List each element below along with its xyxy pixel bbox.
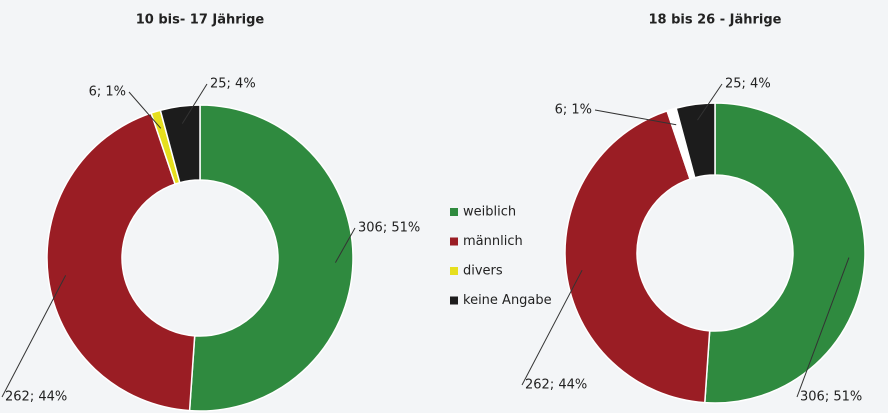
legend-swatch (450, 237, 458, 246)
data-label: 262; 44% (5, 390, 67, 405)
leader-line (594, 109, 677, 126)
data-label: 262; 44% (525, 378, 587, 393)
data-label: 6; 1% (555, 103, 592, 118)
data-label: 25; 4% (725, 77, 771, 92)
leader-line (334, 227, 356, 263)
legend-swatch (450, 208, 458, 216)
legend-label: weiblich (463, 205, 516, 220)
leader-line (521, 269, 583, 386)
legend-label: divers (463, 264, 503, 279)
donut-slice (675, 102, 716, 179)
data-label: 6; 1% (89, 85, 126, 100)
donut-slice (188, 104, 354, 412)
legend-swatch (450, 267, 458, 275)
legend-label: männlich (463, 234, 523, 249)
chart-title: 10 bis- 17 Jährige (136, 13, 265, 28)
chart-title: 18 bis 26 - Jährige (648, 13, 781, 28)
leader-line (697, 83, 723, 121)
data-label: 25; 4% (210, 77, 256, 92)
donut-slice (703, 102, 866, 404)
data-label: 306; 51% (358, 221, 420, 236)
donut-slice (159, 104, 201, 184)
leader-line (1, 275, 67, 398)
leader-line (796, 257, 850, 398)
data-label: 306; 51% (800, 390, 862, 405)
donut-slice (46, 112, 196, 412)
legend-label: keine Angabe (463, 293, 552, 308)
donut-slice (564, 109, 711, 404)
legend-swatch (450, 296, 458, 305)
leader-line (128, 91, 162, 129)
leader-line (181, 83, 208, 124)
